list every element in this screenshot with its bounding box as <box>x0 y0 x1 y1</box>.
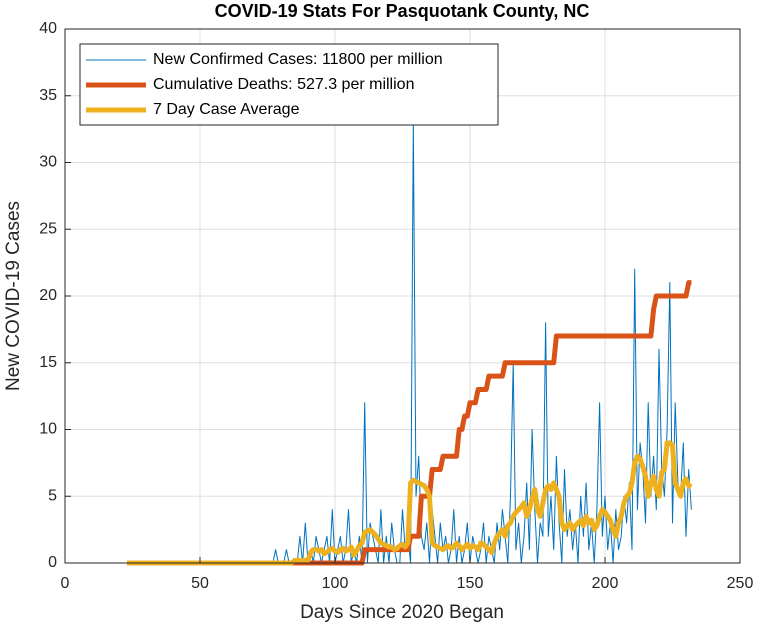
x-tick-label: 150 <box>457 575 484 592</box>
y-axis-label: New COVID-19 Cases <box>3 201 24 391</box>
y-tick-label: 10 <box>39 421 57 438</box>
legend-label: 7 Day Case Average <box>153 101 300 118</box>
x-tick-label: 200 <box>592 575 619 592</box>
y-tick-label: 0 <box>48 554 57 571</box>
x-tick-label: 250 <box>727 575 754 592</box>
y-tick-label: 20 <box>39 287 57 304</box>
y-tick-label: 40 <box>39 20 57 37</box>
x-tick-label: 50 <box>191 575 209 592</box>
y-tick-label: 25 <box>39 220 57 237</box>
legend-label: Cumulative Deaths: 527.3 per million <box>153 76 414 93</box>
x-tick-label: 0 <box>61 575 70 592</box>
chart-title: COVID-19 Stats For Pasquotank County, NC <box>215 1 590 21</box>
y-tick-label: 35 <box>39 87 57 104</box>
legend-box <box>79 43 499 126</box>
y-tick-label: 15 <box>39 354 57 371</box>
y-tick-label: 30 <box>39 154 57 171</box>
x-axis-label: Days Since 2020 Began <box>300 602 504 623</box>
legend: New Confirmed Cases: 11800 per million Cu… <box>79 43 499 126</box>
y-tick-label: 5 <box>48 487 57 504</box>
legend-label: New Confirmed Cases: 11800 per million <box>153 51 443 68</box>
x-tick-label: 100 <box>322 575 349 592</box>
ticks: 0 50 100 150 200 250 0 5 10 15 20 25 30 35 40 <box>39 20 753 592</box>
